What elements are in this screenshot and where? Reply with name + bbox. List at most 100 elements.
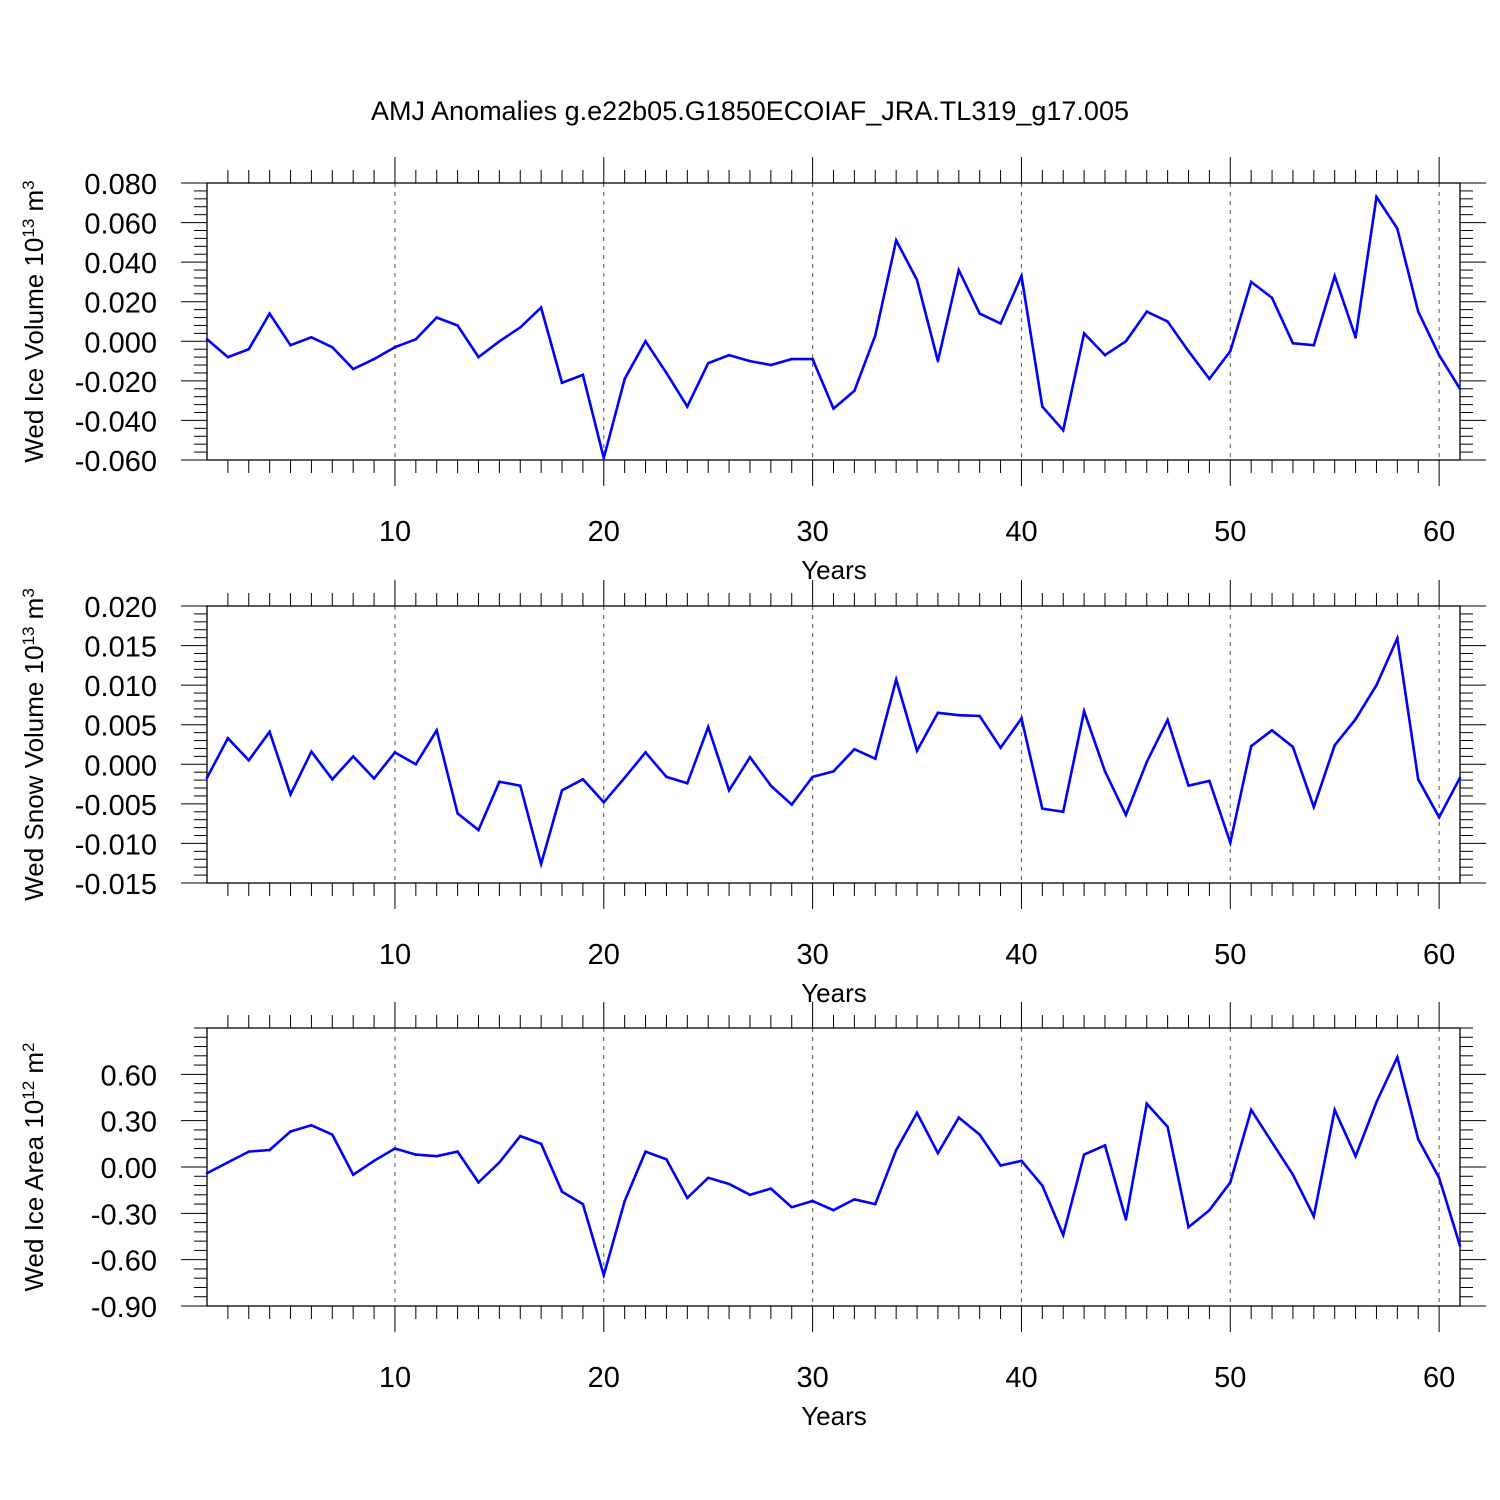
data-point	[205, 338, 209, 341]
data-point	[1228, 349, 1232, 353]
data-point	[978, 1133, 981, 1136]
data-point	[331, 345, 334, 349]
data-point	[435, 728, 439, 732]
data-point	[1458, 1244, 1462, 1248]
data-point	[247, 759, 251, 762]
data-point	[1103, 770, 1107, 773]
data-point	[853, 1198, 856, 1201]
data-point	[1312, 343, 1316, 347]
y-tick-label: -0.040	[75, 406, 157, 438]
panel-1: -0.060 -0.040 -0.020 0.000 0.020 0.040 0.060 0.…	[19, 157, 1486, 585]
y-tick-label: 0.000	[84, 750, 157, 782]
data-point	[1375, 1100, 1378, 1104]
data-point	[539, 862, 543, 866]
data-point	[1166, 320, 1169, 323]
data-point	[1124, 1218, 1128, 1221]
chart-title: AMJ Anomalies g.e22b05.G1850ECOIAF_JRA.T…	[371, 96, 1129, 126]
data-point	[518, 1134, 522, 1138]
data-point	[832, 407, 835, 410]
data-point	[873, 1202, 877, 1206]
data-point	[978, 312, 981, 315]
data-point	[644, 751, 647, 754]
data-point	[1416, 310, 1420, 313]
data-point	[310, 1124, 313, 1127]
data-point	[769, 363, 773, 367]
data-point	[706, 725, 710, 729]
data-point	[477, 828, 480, 832]
y-tick-label: 0.060	[84, 209, 157, 241]
data-point	[1166, 718, 1169, 722]
panel-2: -0.015 -0.010 -0.005 0.000 0.005 0.010 0.015 0.…	[19, 580, 1486, 1008]
data-point	[811, 1199, 814, 1203]
data-point	[581, 373, 585, 377]
y-tick-label: 0.30	[101, 1107, 157, 1139]
data-point	[226, 736, 230, 740]
data-point	[226, 355, 230, 359]
data-point	[623, 377, 626, 381]
data-point	[331, 778, 334, 781]
data-point	[1020, 717, 1023, 720]
data-point	[1020, 274, 1023, 278]
data-point	[393, 1147, 397, 1150]
data-point	[393, 345, 397, 349]
data-point	[477, 1181, 480, 1184]
x-tick-label: 50	[1214, 516, 1246, 548]
y-tick-label: 0.010	[84, 671, 157, 703]
x-tick-label: 10	[379, 516, 411, 548]
y-tick-label: 0.005	[84, 711, 157, 743]
data-point	[351, 1173, 355, 1177]
data-point	[1103, 1144, 1107, 1147]
data-point	[623, 776, 626, 780]
data-point	[1124, 339, 1128, 343]
data-point	[1249, 744, 1253, 748]
data-point	[1082, 1153, 1086, 1156]
panels: -0.060 -0.040 -0.020 0.000 0.020 0.040 0.060 0.…	[19, 157, 1486, 1431]
data-point	[1333, 743, 1336, 747]
data-point	[1145, 1102, 1149, 1105]
data-point	[769, 1187, 773, 1190]
x-tick-label: 60	[1423, 516, 1455, 548]
data-point	[957, 713, 961, 717]
data-point	[1270, 1140, 1274, 1144]
data-point	[665, 371, 668, 375]
data-point	[706, 361, 710, 365]
x-tick-label: 60	[1423, 939, 1455, 971]
y-tick-label: -0.005	[75, 790, 157, 822]
data-point	[623, 1199, 626, 1203]
data-point	[560, 789, 564, 792]
data-point	[686, 405, 689, 408]
data-point	[414, 1153, 418, 1156]
x-tick-label: 40	[1005, 516, 1037, 548]
data-point	[936, 359, 940, 363]
data-point	[957, 1116, 961, 1119]
y-tick-label: 0.000	[84, 327, 157, 359]
y-tick-label: 0.080	[84, 169, 157, 201]
data-point	[1041, 807, 1044, 810]
data-point	[1061, 429, 1065, 432]
data-point	[1270, 296, 1274, 300]
data-point	[205, 776, 209, 780]
y-tick-label: -0.30	[91, 1199, 157, 1231]
y-axis-label-part: Wed Snow Volume 10	[19, 645, 49, 900]
data-point	[1416, 1137, 1420, 1141]
data-point	[1291, 1173, 1295, 1177]
data-point	[310, 336, 313, 339]
data-point	[686, 781, 689, 785]
data-point	[1145, 760, 1149, 764]
data-point	[748, 1193, 752, 1197]
y-axis-label-superscript: 13	[19, 219, 38, 238]
data-point	[832, 770, 835, 773]
data-point	[560, 381, 564, 385]
data-point	[1187, 1225, 1190, 1229]
x-tick-label: 20	[588, 516, 620, 548]
y-tick-label: 0.00	[101, 1153, 157, 1185]
x-tick-label: 60	[1423, 1362, 1455, 1394]
data-point	[1375, 683, 1378, 687]
data-point	[1061, 1233, 1065, 1237]
data-point	[1437, 1176, 1441, 1180]
data-point	[894, 678, 898, 681]
data-point	[602, 456, 606, 460]
y-axis-label: Wed Snow Volume 1013 m3	[19, 588, 50, 901]
x-tick-label: 50	[1214, 939, 1246, 971]
